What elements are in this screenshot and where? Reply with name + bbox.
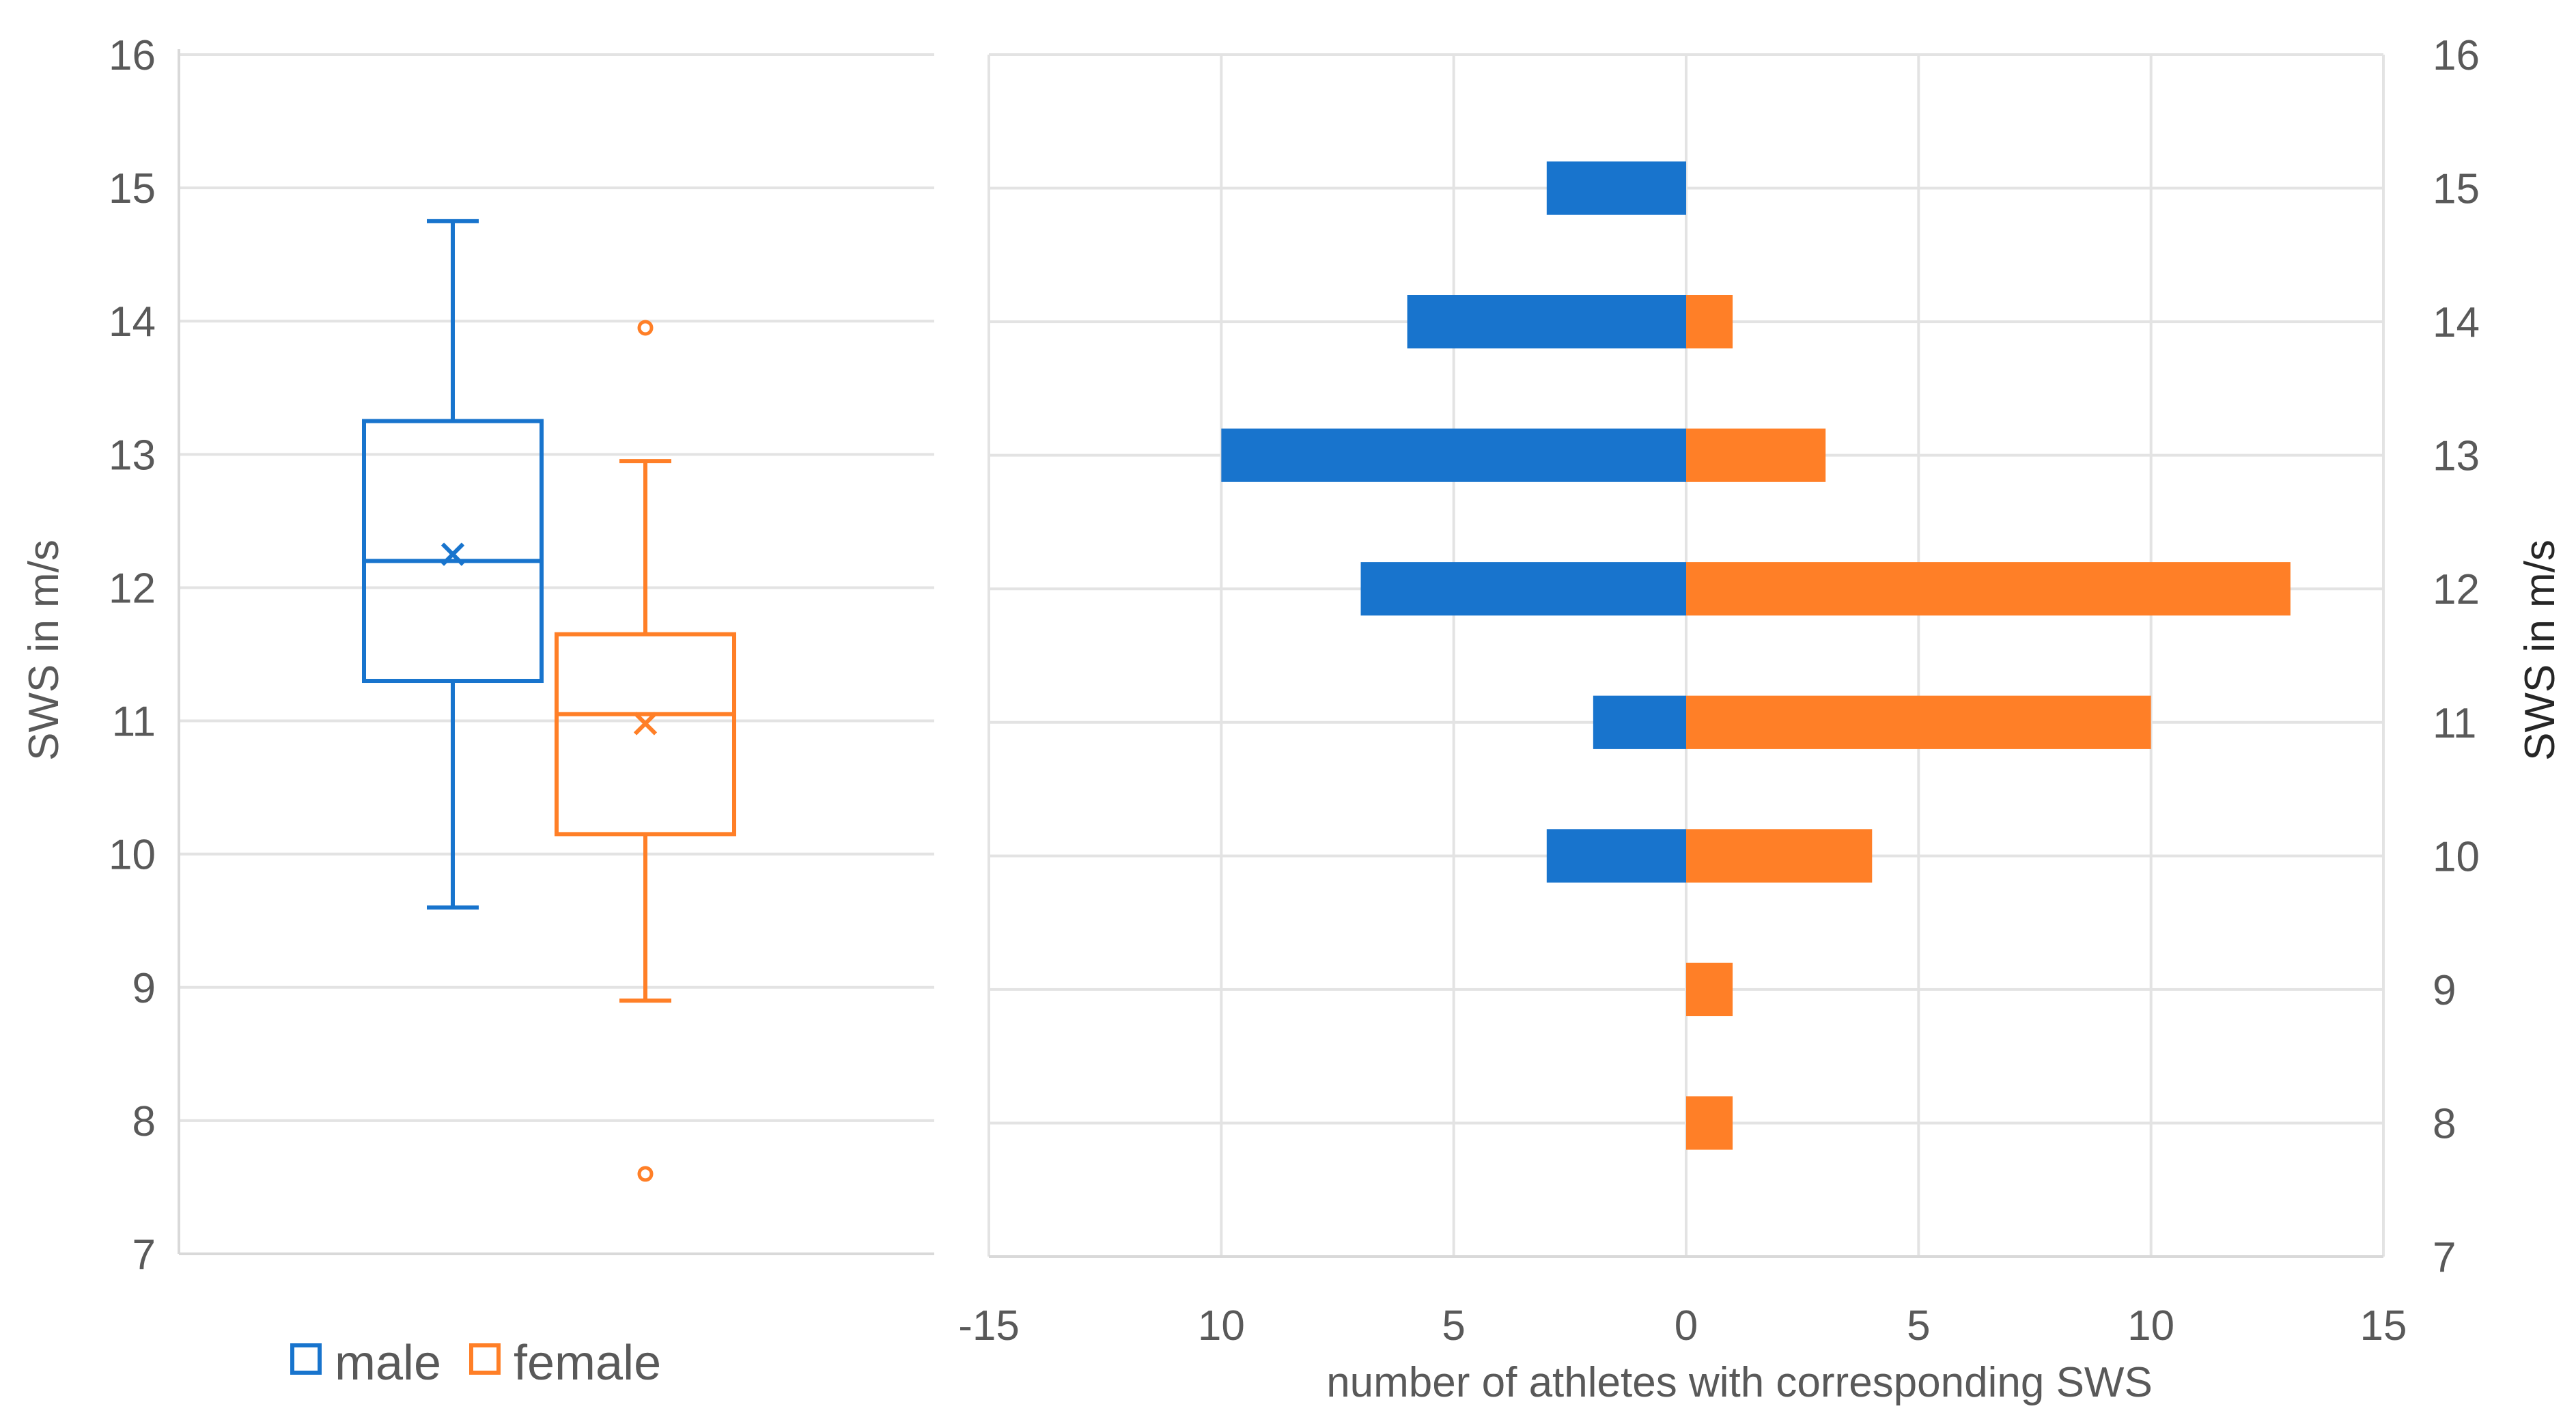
bar-chart-x-tick-label: 10 — [1198, 1302, 1245, 1349]
bar-female-sws-9 — [1686, 962, 1733, 1016]
box-plot-y-tick-label: 12 — [109, 565, 156, 612]
legend-label-male: male — [335, 1336, 441, 1390]
bar-chart-y-tick-labels: 7 8 9 10 11 12 13 14 15 16 — [2433, 32, 2480, 1281]
box-plot-y-tick-label: 10 — [109, 832, 156, 879]
bar-chart-y-tick-label: 10 — [2433, 833, 2480, 880]
bar-chart-y-tick-label: 16 — [2433, 32, 2480, 79]
box-female — [555, 320, 736, 1182]
outlier-point — [637, 1166, 654, 1182]
box-plot-y-tick-label: 9 — [132, 965, 156, 1012]
bar-chart-x-tick-label: -15 — [958, 1302, 1020, 1349]
bar-chart-x-tick-label: 0 — [1675, 1302, 1698, 1349]
box-plot-y-tick-label: 8 — [132, 1098, 156, 1145]
outlier-point — [637, 320, 654, 336]
bar-chart-x-axis-title: number of athletes with corresponding SW… — [1326, 1359, 2153, 1406]
mean-marker — [440, 542, 465, 566]
legend-item-male: male — [290, 1336, 441, 1390]
bar-male-sws-10 — [1546, 829, 1686, 883]
box-plot-y-tick-label: 16 — [109, 32, 156, 79]
box-plot-y-tick-label: 14 — [109, 298, 156, 346]
bar-chart-y-tick-label: 7 — [2433, 1234, 2456, 1281]
box-male — [362, 219, 544, 910]
bar-chart-panel: -15 10 5 0 5 10 15 7 8 9 10 11 12 13 14 15 16 number of… — [958, 32, 2564, 1406]
bar-male-sws-15 — [1546, 161, 1686, 215]
bar-chart-y-tick-label: 14 — [2433, 299, 2480, 346]
legend-swatch-female — [469, 1343, 501, 1375]
bar-female-sws-8 — [1686, 1096, 1733, 1150]
bar-chart-y-tick-label: 12 — [2433, 566, 2480, 613]
legend-item-female: female — [469, 1336, 661, 1390]
interquartile-box — [555, 632, 736, 837]
box-plot-boxes — [362, 219, 736, 1182]
bar-chart-x-tick-label: 5 — [1907, 1302, 1930, 1349]
box-plot-gridlines — [179, 53, 934, 1122]
bar-male-sws-14 — [1407, 295, 1686, 349]
bar-chart-y-tick-label: 9 — [2433, 967, 2456, 1014]
bar-chart-x-tick-label: 5 — [1442, 1302, 1465, 1349]
box-plot-y-tick-label: 13 — [109, 432, 156, 479]
bar-female-sws-10 — [1686, 829, 1873, 883]
box-plot-y-tick-label: 7 — [132, 1231, 156, 1278]
box-plot-y-tick-labels: 7 8 9 10 11 12 13 14 15 16 — [109, 32, 156, 1278]
bar-chart-x-tick-labels: -15 10 5 0 5 10 15 — [958, 1302, 2407, 1349]
bar-chart-y-axis-title: SWS in m/s — [2517, 540, 2564, 761]
bar-male-sws-11 — [1593, 695, 1686, 749]
legend-swatch-male — [290, 1343, 322, 1375]
bar-male-sws-13 — [1221, 428, 1686, 482]
bar-male-sws-12 — [1360, 562, 1686, 616]
bar-chart-y-tick-label: 15 — [2433, 166, 2480, 213]
bar-chart-x-tick-label: 15 — [2360, 1302, 2407, 1349]
bar-chart-bars — [1221, 161, 2291, 1150]
interquartile-box — [362, 419, 544, 684]
bar-female-sws-11 — [1686, 695, 2151, 749]
bar-female-sws-12 — [1686, 562, 2291, 616]
mean-marker — [633, 712, 658, 736]
bar-chart-x-tick-label: 10 — [2127, 1302, 2174, 1349]
box-plot-panel: 7 8 9 10 11 12 13 14 15 16 SWS in m/s male female — [20, 32, 934, 1390]
box-plot-y-tick-label: 11 — [112, 699, 156, 746]
bar-chart-y-tick-label: 8 — [2433, 1100, 2456, 1147]
bar-chart-gridlines — [988, 53, 2385, 1257]
legend-label-female: female — [514, 1336, 661, 1390]
box-plot-y-tick-label: 15 — [109, 165, 156, 212]
legend: male female — [290, 1336, 661, 1390]
bar-female-sws-14 — [1686, 295, 1733, 349]
box-plot-y-axis-title: SWS in m/s — [20, 540, 68, 761]
bar-female-sws-13 — [1686, 428, 1826, 482]
bar-chart-y-tick-label: 13 — [2433, 433, 2480, 480]
bar-chart-y-tick-label: 11 — [2433, 700, 2476, 747]
